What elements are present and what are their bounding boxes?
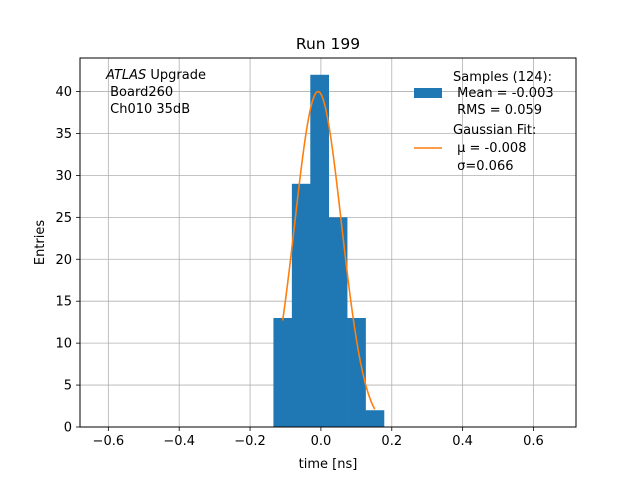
histogram-bar: [273, 317, 293, 427]
y-tick-label: 0: [64, 421, 72, 436]
y-tick-label: 35: [55, 127, 72, 142]
fit-curve: [281, 90, 376, 410]
x-tick-label: −0.4: [163, 434, 195, 449]
gaussian-fit: [281, 90, 376, 410]
histogram-bar: [365, 410, 385, 427]
x-tick-label: 0.2: [381, 434, 402, 449]
annotation-line: Ch010 35dB: [106, 102, 190, 117]
atlas-annotation: ATLAS Upgrade Board260 Ch010 35dB: [105, 68, 206, 117]
histogram-bars: [273, 74, 385, 427]
x-tick-label: 0.4: [452, 434, 473, 449]
x-tick-label: 0.6: [523, 434, 544, 449]
y-tick-label: 10: [55, 337, 72, 352]
legend-samples-swatch: [414, 88, 442, 98]
y-tick-label: 30: [55, 169, 72, 184]
annotation-rest: Upgrade: [146, 68, 206, 83]
legend-fit-label: Gaussian Fit:: [453, 123, 536, 138]
y-tick-label: 5: [64, 379, 72, 394]
histogram-bar: [328, 217, 348, 427]
x-tick-label: −0.2: [234, 434, 266, 449]
y-tick-label: 20: [55, 253, 72, 268]
plot-frame: [79, 57, 577, 428]
histogram-bar: [347, 317, 366, 427]
chart-title: Run 199: [296, 35, 360, 53]
annotation-italic: ATLAS: [105, 68, 146, 83]
x-tick-label: 0.0: [311, 434, 332, 449]
legend-fit-sigma: σ=0.066: [453, 159, 513, 174]
y-tick-label: 15: [55, 295, 72, 310]
legend-samples-label: Samples (124):: [453, 70, 552, 85]
y-axis-label: Entries: [33, 220, 48, 266]
x-axis-ticks: −0.6 −0.4 −0.2 0.0 0.2 0.4 0.6: [93, 427, 544, 449]
annotation-line: ATLAS Upgrade: [105, 68, 206, 83]
histogram-bar: [291, 183, 311, 427]
histogram-bar: [310, 74, 330, 427]
annotation-line: Board260: [106, 85, 173, 100]
legend-samples-rms: RMS = 0.059: [453, 103, 542, 118]
legend-samples-mean: Mean = -0.003: [453, 86, 554, 101]
x-axis-label: time [ns]: [299, 457, 358, 472]
x-tick-label: −0.6: [93, 434, 125, 449]
y-axis-ticks: 0 5 10 15 20 25 30 35 40: [55, 85, 80, 436]
y-tick-label: 25: [55, 211, 72, 226]
legend-fit-mu: μ = -0.008: [453, 141, 526, 156]
legend: Samples (124): Mean = -0.003 RMS = 0.059…: [414, 70, 554, 174]
y-tick-label: 40: [55, 85, 72, 100]
